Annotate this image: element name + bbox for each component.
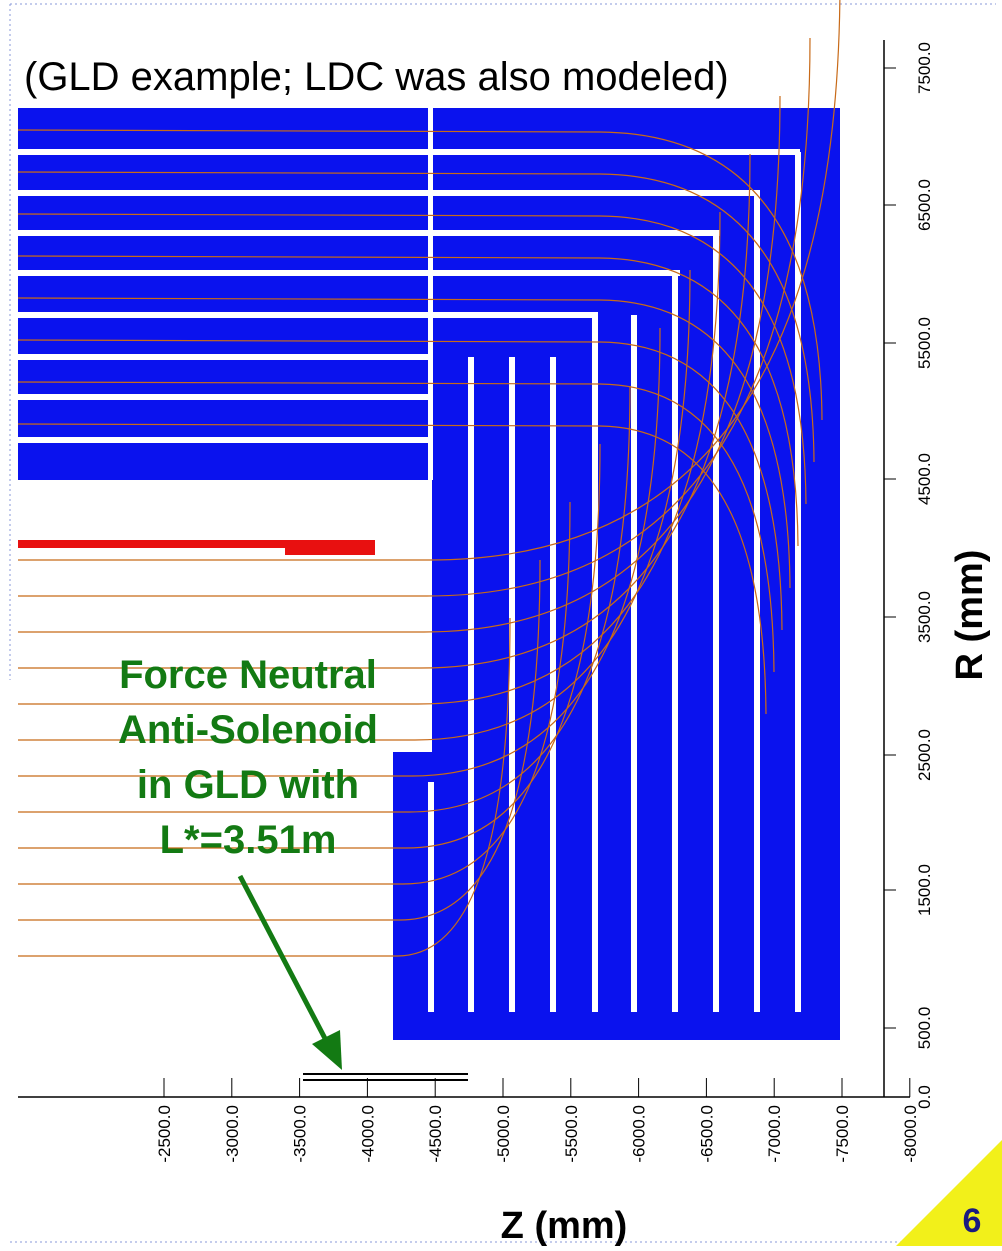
field-line [18, 95, 781, 633]
r-tick-label: 6500.0 [915, 179, 934, 231]
gap-v [631, 315, 637, 1012]
z-tick-label: -7500.0 [833, 1105, 852, 1163]
gap-h [18, 190, 760, 196]
gap-v [795, 152, 801, 1012]
gap-v [468, 357, 474, 1012]
gap-h [18, 312, 598, 318]
z-tick-label: -3000.0 [223, 1105, 242, 1163]
r-tick-label: 2500.0 [915, 729, 934, 781]
annotation-arrowhead [312, 1030, 342, 1070]
page-number: 6 [963, 1202, 982, 1240]
annotation-line: Force Neutral [119, 653, 377, 697]
r-tick-label: 4500.0 [915, 453, 934, 505]
r-tick-label: 3500.0 [915, 591, 934, 643]
z-axis-label: Z (mm) [501, 1205, 628, 1246]
field-line [18, 327, 661, 777]
r-tick-label: 500.0 [915, 1007, 934, 1050]
gap-v [550, 357, 556, 1012]
gap-v [428, 108, 433, 480]
r-tick-label: 0.0 [915, 1085, 934, 1109]
gap-h [18, 354, 430, 360]
field-lines [17, 0, 841, 957]
annotation: Force Neutral Anti-Solenoid in GLD with L*=… [118, 653, 378, 862]
field-line [18, 559, 541, 921]
gap-h [18, 437, 430, 443]
z-tick-label: -6500.0 [697, 1105, 716, 1163]
field-line [17, 129, 823, 421]
slide-border [9, 3, 996, 1243]
z-tick-label: -6000.0 [630, 1105, 649, 1163]
annotation-line: Anti-Solenoid [118, 708, 378, 752]
gap-v [713, 233, 719, 1012]
z-tick-label: -2500.0 [155, 1105, 174, 1163]
gap-v [592, 315, 598, 1012]
gap-v [428, 782, 434, 1012]
gap-h [18, 230, 720, 236]
field-line [18, 617, 511, 957]
gap-h [18, 149, 800, 155]
z-tick-label: -4000.0 [358, 1105, 377, 1163]
gap-v [509, 357, 515, 1012]
field-line [18, 443, 601, 849]
r-tick-label: 5500.0 [915, 317, 934, 369]
z-tick-label: -5500.0 [562, 1105, 581, 1163]
field-line [18, 501, 571, 885]
gap-h [18, 270, 680, 276]
page-corner [896, 1140, 1002, 1246]
annotation-line: in GLD with [137, 763, 359, 807]
r-tick-label: 7500.0 [915, 42, 934, 94]
field-line [18, 269, 691, 741]
gap-v [672, 273, 678, 1012]
field-line [17, 171, 815, 463]
annotation-arrow [237, 874, 333, 1050]
r-axis-label: R (mm) [949, 550, 991, 681]
z-tick-label: -5000.0 [494, 1105, 513, 1163]
field-line [17, 255, 799, 547]
anti-solenoid [18, 540, 375, 548]
z-tick-label: -7000.0 [765, 1105, 784, 1163]
axes: 0.0 500.0 1500.0 2500.0 3500.0 4500.0 5500.0 65… [155, 42, 934, 1163]
z-tick-label: -4500.0 [426, 1105, 445, 1163]
field-line [18, 0, 841, 561]
field-line [17, 381, 775, 673]
field-line [18, 37, 811, 597]
r-tick-label: 1500.0 [915, 864, 934, 916]
field-line [17, 213, 807, 505]
field-line [18, 385, 631, 813]
field-line [17, 339, 783, 631]
gap-h [18, 394, 430, 400]
z-tick-label: -8000.0 [901, 1105, 920, 1163]
field-line [18, 211, 721, 705]
z-tick-label: -3500.0 [291, 1105, 310, 1163]
field-line [17, 423, 767, 715]
field-line [17, 297, 791, 589]
annotation-line: L*=3.51m [160, 818, 337, 862]
title: (GLD example; LDC was also modeled) [24, 55, 729, 99]
anti-solenoid-end [285, 540, 375, 555]
